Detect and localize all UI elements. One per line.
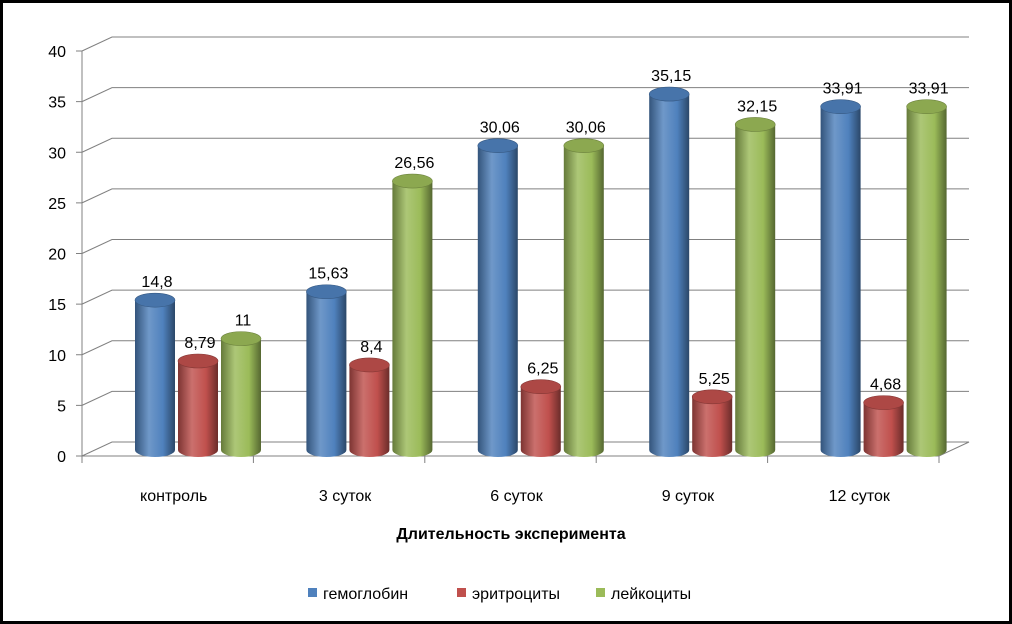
bar-top [392, 173, 433, 189]
bar-top [134, 292, 176, 308]
gridline [81, 36, 969, 52]
y-axis-ticks: 0 5 10 15 20 25 30 35 40 [48, 44, 940, 466]
data-label: 8,79 [184, 335, 215, 352]
bar-body [520, 386, 561, 458]
bar-top [477, 138, 519, 153]
bar-2-3 [734, 117, 776, 458]
data-labels: 14,8 8,79 11 15,63 8,4 26,56 30,06 6,25 30,06 35,… [141, 68, 948, 394]
bar-0-3 [648, 86, 690, 458]
bar-body [178, 361, 218, 457]
bar-top [863, 395, 904, 410]
bar-0-0 [134, 292, 176, 457]
bar-1-2 [520, 379, 562, 458]
legend-label: эритроциты [472, 586, 560, 603]
bar-1-3 [691, 389, 733, 458]
x-axis-categories: контроль 3 суток 6 суток 9 суток 12 суток [140, 488, 891, 505]
bar-body [649, 94, 690, 458]
category-label: 9 суток [662, 488, 715, 505]
bar-2-2 [563, 138, 605, 458]
data-label: 30,06 [480, 120, 520, 137]
data-label: 5,25 [699, 371, 730, 388]
bar-top [820, 99, 861, 114]
category-label: 6 суток [490, 488, 543, 505]
bar-2-1 [392, 173, 433, 458]
bar-top [563, 138, 605, 153]
y-tick-label: 35 [48, 95, 66, 112]
bar-1-0 [177, 353, 219, 457]
data-label: 35,15 [651, 68, 691, 85]
data-label: 8,4 [360, 339, 382, 356]
bar-0-1 [306, 284, 347, 458]
category-label: 12 суток [829, 488, 891, 505]
bar-top [306, 284, 347, 300]
y-tick-label: 40 [48, 44, 66, 61]
bar-0-2 [477, 138, 519, 458]
legend: гемоглобин эритроциты лейкоциты [308, 586, 691, 603]
bar-body [349, 364, 390, 458]
bar-body [906, 106, 947, 458]
data-label: 26,56 [394, 155, 434, 172]
bar-body [135, 300, 175, 457]
bar-body [863, 402, 904, 458]
bar-2-4 [906, 99, 947, 458]
bar-body [692, 396, 733, 458]
bar-body [563, 145, 604, 458]
x-axis-title: Длительность эксперимента [396, 526, 625, 543]
y-tick-label: 20 [48, 247, 66, 264]
legend-label: лейкоциты [611, 586, 691, 603]
bar-top [520, 379, 562, 395]
data-label: 14,8 [141, 274, 172, 291]
legend-swatch [596, 588, 605, 597]
bar-0-4 [820, 99, 861, 458]
bar-body [735, 124, 776, 458]
data-label: 33,91 [909, 81, 949, 98]
bar-top [349, 357, 390, 373]
bar-body [820, 106, 861, 458]
bar-body [477, 145, 518, 458]
y-tick-label: 10 [48, 348, 66, 365]
gridline [81, 87, 969, 103]
bar-top [177, 353, 219, 369]
y-tick-label: 15 [48, 297, 66, 314]
y-tick-label: 5 [57, 398, 66, 415]
data-label: 6,25 [527, 361, 558, 378]
bar-top [734, 117, 776, 132]
bar-top [691, 389, 733, 405]
bars [134, 86, 947, 458]
legend-swatch [457, 588, 466, 597]
data-label: 4,68 [870, 377, 901, 394]
bar-top [906, 99, 947, 114]
data-label: 15,63 [308, 266, 348, 283]
data-label: 33,91 [823, 81, 863, 98]
bar-top [220, 331, 262, 346]
bar-top [648, 86, 690, 102]
legend-swatch [308, 588, 317, 597]
bar-1-1 [349, 357, 390, 458]
bar-body [306, 291, 347, 458]
data-label: 30,06 [566, 120, 606, 137]
y-tick-label: 0 [57, 449, 66, 466]
y-tick-label: 30 [48, 145, 66, 162]
data-label: 11 [235, 313, 252, 330]
category-label: контроль [140, 488, 207, 505]
category-label: 3 суток [319, 488, 372, 505]
chart-svg: 0 5 10 15 20 25 30 35 40 14,8 8,79 11 15,63 8,4 26,56… [48, 36, 970, 603]
bar-1-4 [863, 395, 904, 458]
y-tick-label: 25 [48, 196, 66, 213]
bar-body [392, 181, 433, 458]
bar-body [221, 338, 261, 457]
legend-label: гемоглобин [323, 586, 408, 603]
data-label: 32,15 [737, 98, 777, 115]
chart-frame: 0 5 10 15 20 25 30 35 40 14,8 8,79 11 15,63 8,4 26,56… [3, 3, 1009, 621]
bar-2-0 [220, 331, 262, 457]
